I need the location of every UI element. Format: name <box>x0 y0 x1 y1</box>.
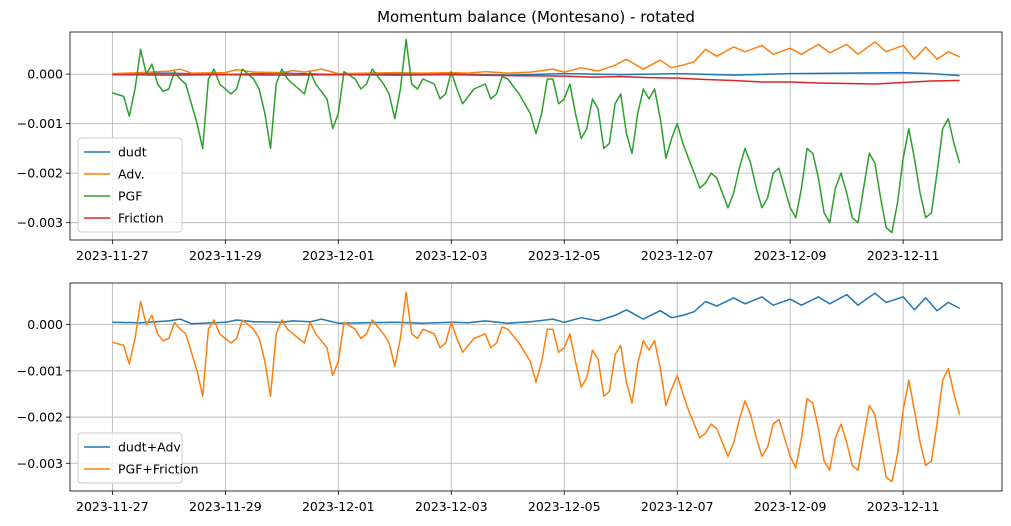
legend-label: dudt <box>118 145 147 160</box>
legend-label: Adv. <box>118 167 145 182</box>
y-tick-label: 0.000 <box>27 317 63 332</box>
bottom-axes: 2023-11-27 2023-11-29 2023-12-01 2023-12-03… <box>17 282 1003 514</box>
legend-label: Friction <box>118 211 164 226</box>
chart-title: Momentum balance (Montesano) - rotated <box>377 8 695 26</box>
x-tick-label: 2023-12-11 <box>867 499 940 514</box>
x-tick-label: 2023-12-03 <box>415 499 488 514</box>
x-tick-label: 2023-12-07 <box>641 248 714 263</box>
x-tick-label: 2023-12-11 <box>867 248 940 263</box>
series-line-pgf <box>112 38 961 234</box>
legend: dudt+Adv PGF+Friction <box>77 432 199 484</box>
legend-label: PGF <box>118 189 142 204</box>
y-tick-label: −0.001 <box>17 363 63 378</box>
x-tick-label: 2023-12-05 <box>528 499 601 514</box>
legend: dudt Adv. PGF Friction <box>77 137 183 233</box>
y-tick-label: −0.003 <box>17 215 63 230</box>
y-tick-label: −0.003 <box>17 456 63 471</box>
series-line-friction <box>112 73 960 85</box>
y-tick-label: −0.001 <box>17 116 63 131</box>
series-line-dudt <box>112 71 960 77</box>
x-tick-label: 2023-11-29 <box>189 248 262 263</box>
legend-box <box>77 137 183 233</box>
x-tick-label: 2023-12-07 <box>641 499 714 514</box>
series-line-pgf-friction <box>112 291 961 483</box>
x-tick-label: 2023-11-29 <box>189 499 262 514</box>
x-tick-label: 2023-12-03 <box>415 248 488 263</box>
series-line-dudt-adv <box>112 292 960 325</box>
axes-frame <box>69 282 1003 492</box>
legend-label: PGF+Friction <box>118 462 199 477</box>
y-tick-label: −0.002 <box>17 166 63 181</box>
axes-frame <box>69 31 1003 241</box>
x-tick-label: 2023-12-01 <box>302 248 375 263</box>
y-tick-label: −0.002 <box>17 410 63 425</box>
legend-box <box>77 432 183 484</box>
y-tick-label: 0.000 <box>27 67 63 82</box>
x-tick-label: 2023-12-09 <box>754 499 827 514</box>
x-tick-label: 2023-12-09 <box>754 248 827 263</box>
top-axes: 2023-11-27 2023-11-29 2023-12-01 2023-12-03… <box>17 31 1003 263</box>
x-tick-label: 2023-11-27 <box>76 248 149 263</box>
legend-label: dudt+Adv <box>118 440 181 455</box>
x-tick-label: 2023-12-05 <box>528 248 601 263</box>
x-tick-label: 2023-12-01 <box>302 499 375 514</box>
series-line-adv- <box>112 41 960 75</box>
x-tick-label: 2023-11-27 <box>76 499 149 514</box>
